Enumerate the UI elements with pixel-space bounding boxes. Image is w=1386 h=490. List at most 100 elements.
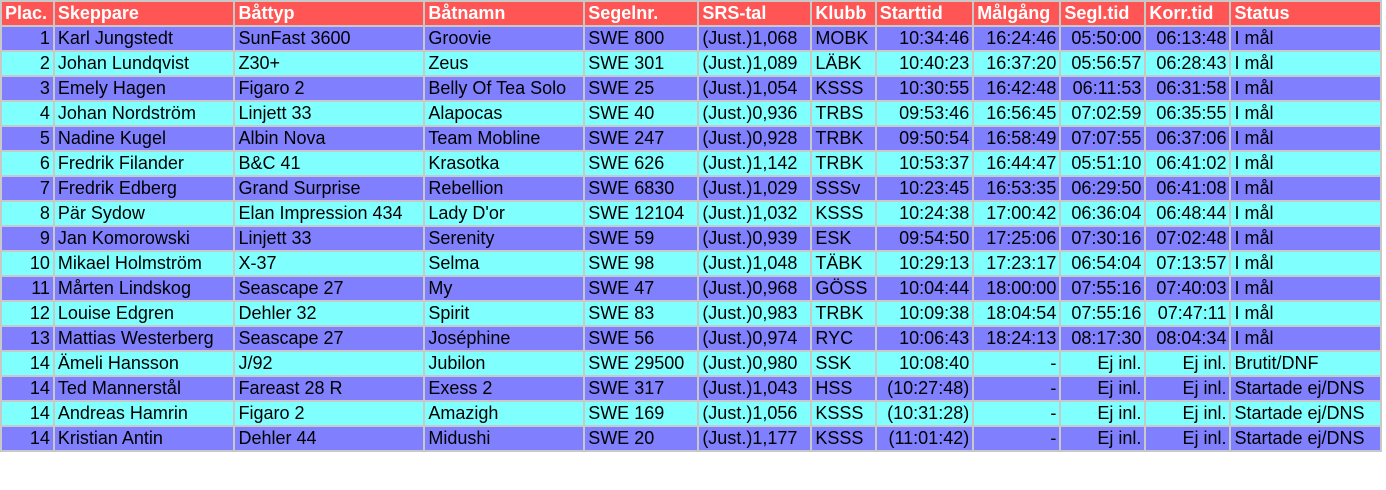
table-cell: 06:48:44 — [1146, 202, 1230, 225]
table-cell: SunFast 3600 — [235, 27, 424, 50]
table-cell: Startade ej/DNS — [1231, 402, 1380, 425]
table-cell: 07:55:16 — [1061, 302, 1145, 325]
table-cell: RYC — [812, 327, 875, 350]
table-cell: 09:53:46 — [876, 102, 973, 125]
table-cell: 10:08:40 — [876, 352, 973, 375]
table-cell: Ej inl. — [1146, 377, 1230, 400]
table-cell: 6 — [2, 152, 53, 175]
table-cell: Ej inl. — [1061, 352, 1145, 375]
table-cell: 10:30:55 — [876, 77, 973, 100]
table-cell: 17:00:42 — [974, 202, 1060, 225]
column-header: SRS-tal — [699, 2, 811, 25]
table-cell: TRBK — [812, 152, 875, 175]
table-cell: I mål — [1231, 177, 1380, 200]
table-cell: Z30+ — [235, 52, 424, 75]
table-cell: Linjett 33 — [235, 227, 424, 250]
table-cell: 2 — [2, 52, 53, 75]
table-cell: 05:50:00 — [1061, 27, 1145, 50]
table-cell: 17:25:06 — [974, 227, 1060, 250]
table-cell: (Just.)1,056 — [699, 402, 811, 425]
table-row: 3 Emely Hagen Figaro 2 Belly Of Tea Solo SWE… — [2, 77, 1380, 100]
table-cell: 18:00:00 — [974, 277, 1060, 300]
table-cell: 16:42:48 — [974, 77, 1060, 100]
table-cell: Amazigh — [425, 402, 584, 425]
table-cell: 14 — [2, 427, 53, 450]
table-cell: I mål — [1231, 277, 1380, 300]
table-cell: KSSS — [812, 77, 875, 100]
table-cell: 07:30:16 — [1061, 227, 1145, 250]
table-cell: 10:06:43 — [876, 327, 973, 350]
table-cell: 06:54:04 — [1061, 252, 1145, 275]
table-cell: ESK — [812, 227, 875, 250]
column-header: Båttyp — [235, 2, 424, 25]
table-cell: (10:31:28) — [876, 402, 973, 425]
table-cell: 13 — [2, 327, 53, 350]
table-cell: TÄBK — [812, 252, 875, 275]
table-cell: I mål — [1231, 152, 1380, 175]
table-cell: (11:01:42) — [876, 427, 973, 450]
table-cell: (Just.)1,032 — [699, 202, 811, 225]
table-cell: Belly Of Tea Solo — [425, 77, 584, 100]
table-cell: B&C 41 — [235, 152, 424, 175]
table-cell: Ej inl. — [1146, 352, 1230, 375]
table-cell: My — [425, 277, 584, 300]
table-cell: 07:47:11 — [1146, 302, 1230, 325]
table-cell: Team Mobline — [425, 127, 584, 150]
table-cell: Ej inl. — [1146, 402, 1230, 425]
table-row: 10 Mikael Holmström X-37 Selma SWE 98 (Just.)… — [2, 252, 1380, 275]
table-cell: Karl Jungstedt — [54, 27, 234, 50]
table-cell: 07:13:57 — [1146, 252, 1230, 275]
table-cell: Fredrik Filander — [54, 152, 234, 175]
table-cell: Nadine Kugel — [54, 127, 234, 150]
table-cell: 10:23:45 — [876, 177, 973, 200]
table-cell: 09:54:50 — [876, 227, 973, 250]
table-cell: - — [974, 402, 1060, 425]
table-cell: SWE 59 — [585, 227, 698, 250]
table-cell: LÄBK — [812, 52, 875, 75]
table-row: 1 Karl Jungstedt SunFast 3600 Groovie SWE 80… — [2, 27, 1380, 50]
table-cell: Dehler 44 — [235, 427, 424, 450]
table-cell: SWE 169 — [585, 402, 698, 425]
table-cell: Jan Komorowski — [54, 227, 234, 250]
table-cell: MOBK — [812, 27, 875, 50]
table-cell: 10 — [2, 252, 53, 275]
table-row: 6 Fredrik Filander B&C 41 Krasotka SWE 626 (J… — [2, 152, 1380, 175]
table-cell: 06:41:08 — [1146, 177, 1230, 200]
table-cell: (Just.)0,974 — [699, 327, 811, 350]
table-cell: 07:02:59 — [1061, 102, 1145, 125]
table-row: 7 Fredrik Edberg Grand Surprise Rebellion SW… — [2, 177, 1380, 200]
table-cell: 07:55:16 — [1061, 277, 1145, 300]
table-cell: SWE 25 — [585, 77, 698, 100]
table-cell: Spirit — [425, 302, 584, 325]
table-cell: Figaro 2 — [235, 402, 424, 425]
table-cell: SWE 12104 — [585, 202, 698, 225]
column-header: Klubb — [812, 2, 875, 25]
column-header: Segl.tid — [1061, 2, 1145, 25]
table-cell: 07:07:55 — [1061, 127, 1145, 150]
column-header: Status — [1231, 2, 1380, 25]
table-cell: 06:29:50 — [1061, 177, 1145, 200]
table-cell: Johan Nordström — [54, 102, 234, 125]
table-cell: Emely Hagen — [54, 77, 234, 100]
table-cell: Jubilon — [425, 352, 584, 375]
table-cell: Joséphine — [425, 327, 584, 350]
table-row: 11 Mårten Lindskog Seascape 27 My SWE 47 (Jus… — [2, 277, 1380, 300]
table-cell: (10:27:48) — [876, 377, 973, 400]
table-cell: SWE 20 — [585, 427, 698, 450]
table-cell: TRBK — [812, 302, 875, 325]
column-header: Starttid — [876, 2, 973, 25]
table-cell: SWE 83 — [585, 302, 698, 325]
table-cell: (Just.)1,043 — [699, 377, 811, 400]
table-cell: SWE 317 — [585, 377, 698, 400]
table-cell: Albin Nova — [235, 127, 424, 150]
table-cell: SWE 6830 — [585, 177, 698, 200]
table-cell: X-37 — [235, 252, 424, 275]
table-cell: I mål — [1231, 127, 1380, 150]
table-cell: (Just.)1,048 — [699, 252, 811, 275]
table-cell: Seascape 27 — [235, 277, 424, 300]
table-cell: 14 — [2, 352, 53, 375]
table-cell: I mål — [1231, 27, 1380, 50]
column-header: Korr.tid — [1146, 2, 1230, 25]
table-cell: SWE 301 — [585, 52, 698, 75]
